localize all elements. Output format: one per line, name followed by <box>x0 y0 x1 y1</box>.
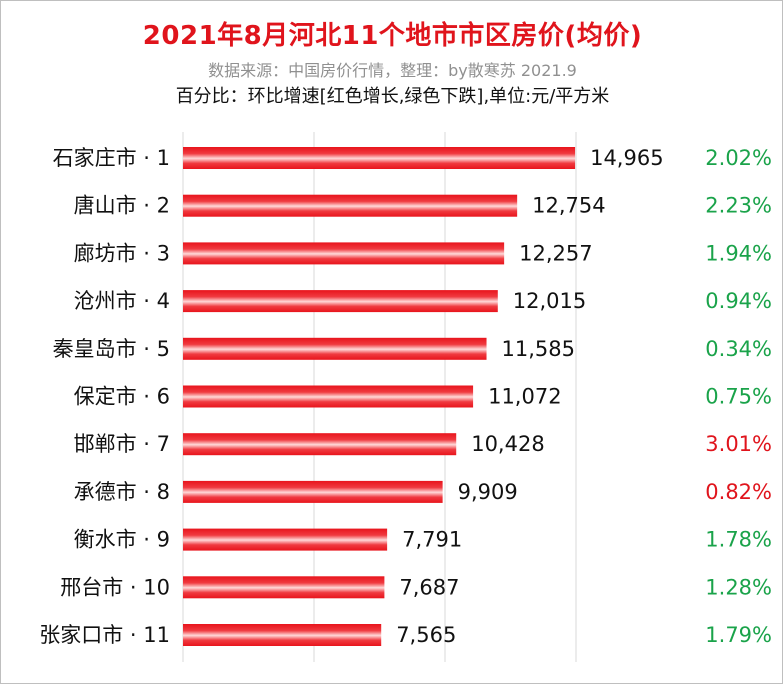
category-label: 邢台市 · 10 <box>60 575 170 599</box>
value-label: 9,909 <box>458 480 518 504</box>
value-label: 7,687 <box>399 575 459 599</box>
category-label: 唐山市 · 2 <box>74 194 170 218</box>
bars <box>183 147 576 646</box>
pct-change-label: 2.02% <box>705 146 772 170</box>
value-label: 11,585 <box>502 337 575 361</box>
category-label: 承德市 · 8 <box>74 480 170 504</box>
value-label: 7,791 <box>402 528 462 552</box>
bar <box>183 385 474 408</box>
bar <box>183 290 498 313</box>
category-label: 邯郸市 · 7 <box>74 432 170 456</box>
pct-change-label: 1.28% <box>705 575 772 599</box>
pct-change-label: 1.78% <box>705 528 772 552</box>
bar <box>183 576 385 599</box>
pct-change-label: 1.79% <box>705 623 772 647</box>
pct-change-label: 3.01% <box>705 432 772 456</box>
value-label: 12,015 <box>513 289 586 313</box>
pct-change-label: 0.34% <box>705 337 772 361</box>
value-label: 7,565 <box>396 623 456 647</box>
category-label: 保定市 · 6 <box>74 385 170 409</box>
value-label: 14,965 <box>590 146 663 170</box>
chart-note: 百分比：环比增速[红色增长,绿色下跌],单位:元/平方米 <box>175 86 610 107</box>
pct-change-label: 0.82% <box>705 480 772 504</box>
value-label: 12,754 <box>532 194 605 218</box>
bar <box>183 147 576 169</box>
category-label: 秦皇岛市 · 5 <box>53 337 170 361</box>
value-label: 11,072 <box>488 385 561 409</box>
category-label: 张家口市 · 11 <box>39 623 170 647</box>
bar <box>183 528 388 551</box>
chart-subtitle: 数据来源：中国房价行情，整理：by散寒苏 2021.9 <box>208 61 577 80</box>
bar <box>183 624 382 646</box>
pct-change-label: 1.94% <box>705 241 772 265</box>
chart-title: 2021年8月河北11个地市市区房价(均价) <box>142 21 643 51</box>
pct-change-label: 2.23% <box>705 194 772 218</box>
bar <box>183 242 505 265</box>
pct-change-label: 0.75% <box>705 385 772 409</box>
pct-change-label: 0.94% <box>705 289 772 313</box>
bar <box>183 433 457 456</box>
labels: 石家庄市 · 1 14,965 2.02% 唐山市 · 2 12,754 2.23% 廊坊市… <box>39 146 772 647</box>
value-label: 12,257 <box>519 241 592 265</box>
category-label: 廊坊市 · 3 <box>74 241 170 265</box>
category-label: 沧州市 · 4 <box>74 289 170 313</box>
bar <box>183 194 518 217</box>
category-label: 衡水市 · 9 <box>74 528 170 552</box>
value-label: 10,428 <box>471 432 544 456</box>
bar <box>183 337 487 360</box>
category-label: 石家庄市 · 1 <box>53 146 170 170</box>
bar <box>183 480 443 503</box>
